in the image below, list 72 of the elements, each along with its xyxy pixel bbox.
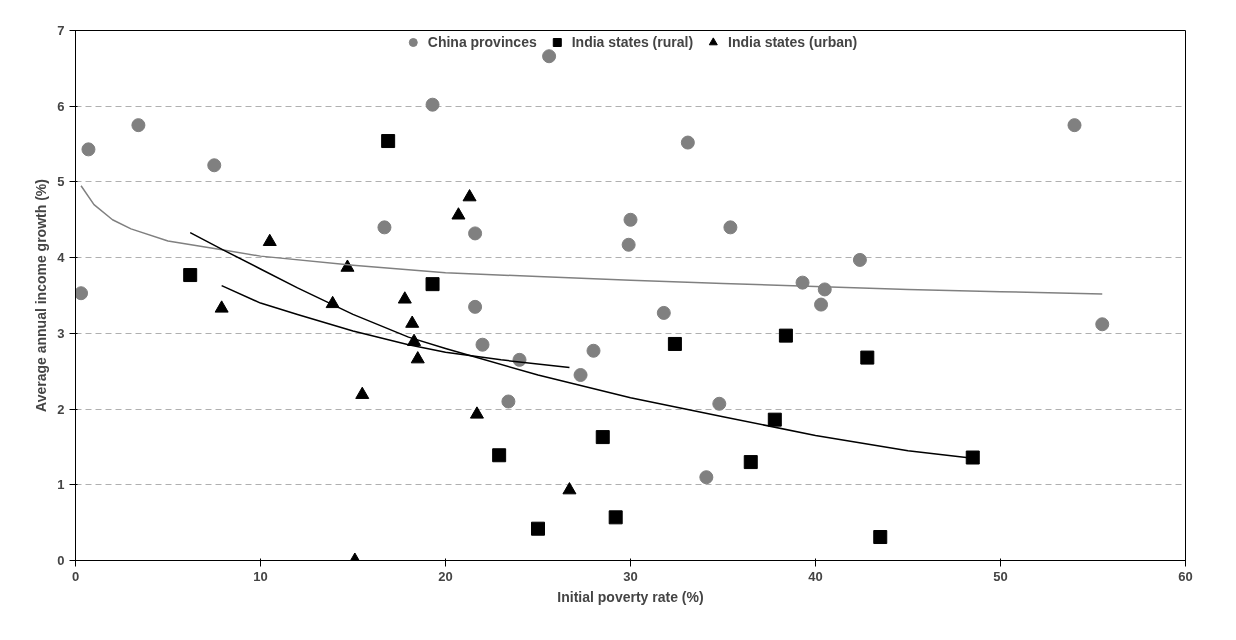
x-tick-label: 30	[623, 568, 638, 584]
point	[462, 189, 477, 202]
point	[75, 286, 89, 301]
point	[814, 297, 829, 312]
point	[573, 368, 588, 382]
x-tick-label: 20	[438, 568, 453, 584]
point	[492, 448, 507, 463]
x-tick-label: 60	[1178, 568, 1193, 584]
point	[183, 268, 198, 283]
point	[767, 412, 782, 427]
point	[712, 396, 727, 411]
y-tick-label: 0	[57, 553, 65, 568]
y-tick-label: 3	[57, 325, 65, 341]
point	[852, 252, 867, 267]
point	[699, 470, 714, 485]
point	[542, 49, 557, 64]
line-series	[220, 284, 571, 369]
point	[965, 450, 980, 465]
point	[425, 97, 440, 112]
point	[501, 394, 516, 409]
point	[131, 118, 146, 133]
point	[81, 142, 96, 157]
point	[468, 226, 483, 241]
point	[397, 291, 412, 304]
point	[451, 207, 466, 220]
point	[860, 350, 875, 365]
legend-label: India states (urban)	[728, 34, 858, 50]
point	[656, 305, 671, 320]
point	[623, 212, 638, 227]
point	[1067, 118, 1082, 133]
y-tick-label: 2	[57, 401, 65, 417]
line-series	[80, 184, 1103, 295]
point	[207, 158, 222, 173]
point	[562, 482, 577, 495]
point	[1095, 317, 1110, 332]
point	[723, 220, 738, 235]
point	[667, 336, 682, 351]
point	[425, 277, 440, 292]
legend-label: China provinces	[427, 34, 537, 50]
point	[262, 233, 277, 246]
x-axis-title: Initial poverty rate (%)	[557, 588, 704, 605]
point	[410, 351, 425, 364]
y-axis-title: Average annual income growth (%)	[33, 179, 50, 412]
point	[340, 259, 355, 272]
point	[680, 135, 695, 150]
y-tick-label: 7	[57, 23, 65, 38]
point	[377, 220, 392, 235]
x-tick-label: 10	[253, 568, 268, 584]
point	[621, 237, 636, 252]
point	[475, 337, 490, 352]
point	[381, 134, 396, 149]
y-tick-label: 1	[57, 477, 65, 493]
point	[817, 282, 832, 297]
point	[355, 386, 370, 399]
point	[595, 430, 610, 445]
point	[608, 510, 623, 525]
point	[778, 328, 793, 343]
y-tick-label: 4	[57, 250, 66, 266]
x-tick-label: 50	[993, 568, 1008, 584]
point	[531, 521, 545, 536]
y-tick-label: 5	[57, 174, 65, 190]
point	[405, 315, 420, 328]
legend-label: India states (rural)	[571, 34, 694, 50]
point	[743, 455, 758, 470]
y-tick-label: 6	[57, 98, 65, 114]
point	[586, 343, 601, 358]
point	[873, 530, 888, 545]
x-tick-label: 0	[71, 568, 80, 584]
x-tick-label: 40	[808, 568, 823, 584]
point	[469, 406, 484, 419]
point	[468, 299, 483, 314]
point	[214, 300, 229, 313]
